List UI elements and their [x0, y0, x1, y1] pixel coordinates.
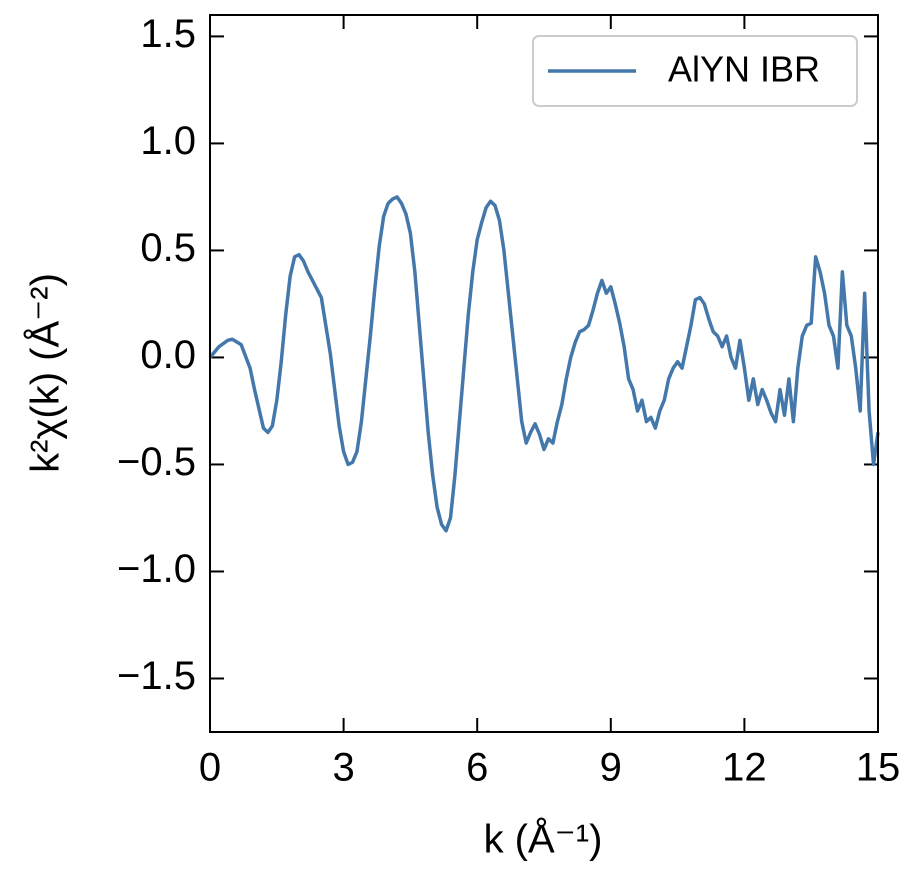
x-tick-label: 15: [856, 746, 901, 790]
y-tick-label: 1.5: [140, 12, 196, 56]
x-tick-label: 12: [722, 746, 767, 790]
y-tick-label: 0.5: [140, 226, 196, 270]
plot-frame: [209, 14, 879, 733]
y-tick-label: −1.0: [117, 547, 196, 591]
x-tick-label: 6: [466, 746, 488, 790]
x-axis-label: k (Å⁻¹): [484, 817, 603, 862]
y-tick-label: −0.5: [117, 440, 196, 484]
legend-box: [532, 35, 858, 107]
x-tick-label: 3: [332, 746, 354, 790]
data-line: [208, 195, 880, 533]
x-tick-label: 0: [199, 746, 221, 790]
x-tick-label: 9: [600, 746, 622, 790]
y-axis-label: k²χ(k) (Å⁻²): [23, 273, 68, 473]
y-tick-label: −1.5: [117, 654, 196, 698]
y-tick-label: 1.0: [140, 119, 196, 163]
y-tick-label: 0.0: [140, 333, 196, 377]
legend-label: AlYN IBR: [668, 49, 820, 90]
